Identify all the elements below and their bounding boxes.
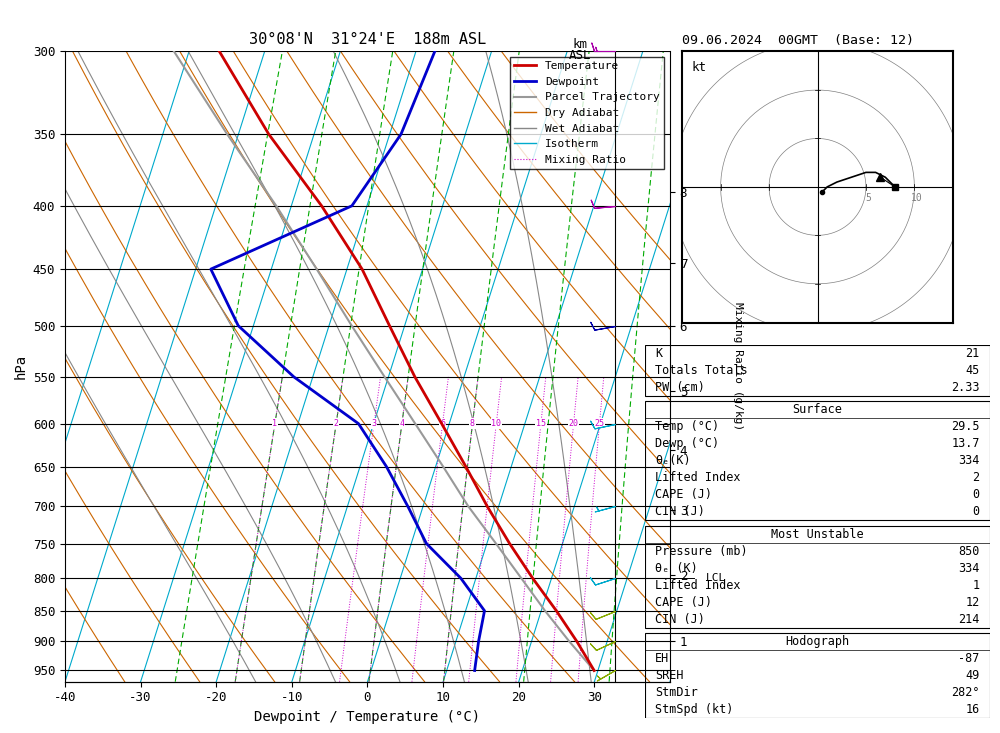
Text: Temp (°C): Temp (°C) bbox=[655, 420, 719, 433]
Text: 334: 334 bbox=[958, 561, 980, 575]
Y-axis label: Mixing Ratio (g/kg): Mixing Ratio (g/kg) bbox=[733, 303, 743, 430]
Text: 29.5: 29.5 bbox=[951, 420, 980, 433]
Text: CAPE (J): CAPE (J) bbox=[655, 596, 712, 608]
Text: 0: 0 bbox=[973, 488, 980, 501]
Text: CAPE (J): CAPE (J) bbox=[655, 488, 712, 501]
Text: θₑ (K): θₑ (K) bbox=[655, 561, 698, 575]
Text: 4: 4 bbox=[399, 419, 404, 428]
Text: 282°: 282° bbox=[951, 686, 980, 699]
Text: StmSpd (kt): StmSpd (kt) bbox=[655, 704, 734, 716]
Text: 1: 1 bbox=[272, 419, 277, 428]
Text: -87: -87 bbox=[958, 652, 980, 666]
Text: 0: 0 bbox=[973, 505, 980, 518]
Bar bbox=[645, 401, 990, 520]
X-axis label: Dewpoint / Temperature (°C): Dewpoint / Temperature (°C) bbox=[254, 710, 481, 724]
Text: 45: 45 bbox=[965, 364, 980, 377]
Text: 12: 12 bbox=[965, 596, 980, 608]
Text: 8: 8 bbox=[470, 419, 475, 428]
Text: CIN (J): CIN (J) bbox=[655, 613, 705, 626]
Text: SREH: SREH bbox=[655, 669, 684, 682]
Text: 10: 10 bbox=[910, 194, 922, 204]
Text: 3: 3 bbox=[372, 419, 377, 428]
Text: Most Unstable: Most Unstable bbox=[771, 528, 864, 541]
Text: 49: 49 bbox=[965, 669, 980, 682]
Text: Totals Totals: Totals Totals bbox=[655, 364, 748, 377]
Text: 15: 15 bbox=[536, 419, 546, 428]
Text: 10: 10 bbox=[491, 419, 501, 428]
Text: 1: 1 bbox=[973, 579, 980, 592]
Text: 25: 25 bbox=[595, 419, 605, 428]
Text: 09.06.2024  00GMT  (Base: 12): 09.06.2024 00GMT (Base: 12) bbox=[682, 34, 914, 48]
Text: θₑ(K): θₑ(K) bbox=[655, 454, 691, 467]
Text: LCL: LCL bbox=[706, 573, 727, 583]
Text: 850: 850 bbox=[958, 545, 980, 558]
Text: PW (cm): PW (cm) bbox=[655, 380, 705, 394]
Text: 13.7: 13.7 bbox=[951, 437, 980, 450]
Bar bbox=[645, 526, 990, 627]
Text: 5: 5 bbox=[865, 194, 871, 204]
Text: 214: 214 bbox=[958, 613, 980, 626]
Legend: Temperature, Dewpoint, Parcel Trajectory, Dry Adiabat, Wet Adiabat, Isotherm, Mi: Temperature, Dewpoint, Parcel Trajectory… bbox=[510, 57, 664, 169]
Text: kt: kt bbox=[692, 61, 707, 74]
Text: StmDir: StmDir bbox=[655, 686, 698, 699]
Text: CIN (J): CIN (J) bbox=[655, 505, 705, 518]
Text: Lifted Index: Lifted Index bbox=[655, 579, 741, 592]
Text: ASL: ASL bbox=[569, 48, 591, 62]
Text: 21: 21 bbox=[965, 347, 980, 359]
Bar bbox=[645, 633, 990, 718]
Title: 30°08'N  31°24'E  188m ASL: 30°08'N 31°24'E 188m ASL bbox=[249, 32, 486, 48]
Text: Hodograph: Hodograph bbox=[785, 636, 850, 648]
Text: 2.33: 2.33 bbox=[951, 380, 980, 394]
Text: Lifted Index: Lifted Index bbox=[655, 471, 741, 484]
Text: 20: 20 bbox=[569, 419, 579, 428]
Text: Dewp (°C): Dewp (°C) bbox=[655, 437, 719, 450]
Text: EH: EH bbox=[655, 652, 670, 666]
Text: 2: 2 bbox=[334, 419, 339, 428]
Text: km: km bbox=[572, 37, 588, 51]
Text: 334: 334 bbox=[958, 454, 980, 467]
Bar bbox=[645, 345, 990, 396]
Text: Pressure (mb): Pressure (mb) bbox=[655, 545, 748, 558]
Text: K: K bbox=[655, 347, 662, 359]
Text: 6: 6 bbox=[440, 419, 445, 428]
Text: 16: 16 bbox=[965, 704, 980, 716]
Y-axis label: hPa: hPa bbox=[13, 354, 27, 379]
Text: 2: 2 bbox=[973, 471, 980, 484]
Text: Surface: Surface bbox=[793, 403, 842, 416]
